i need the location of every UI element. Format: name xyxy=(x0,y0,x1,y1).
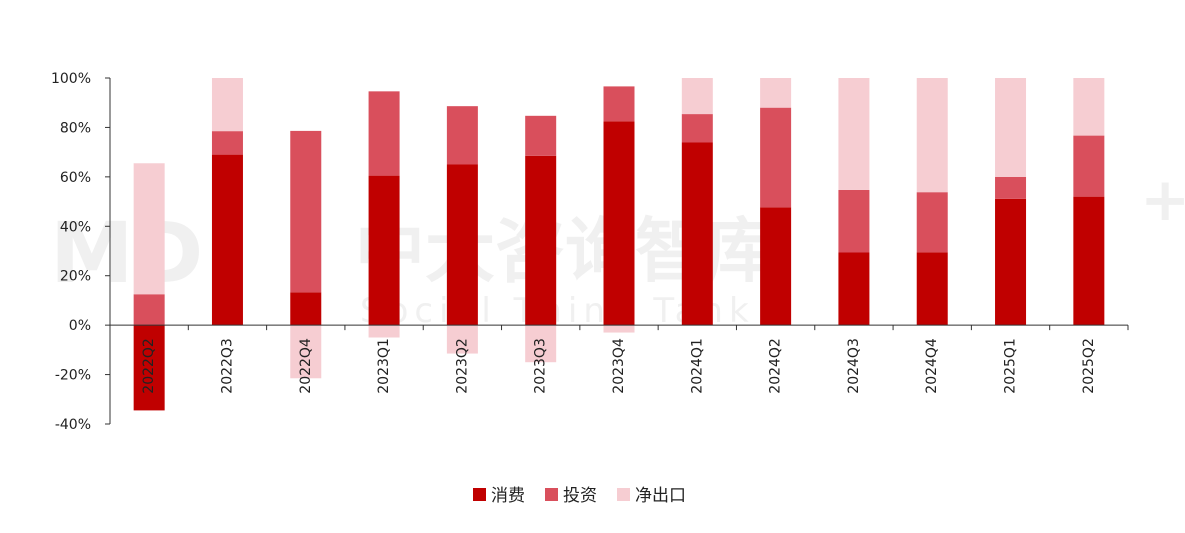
bar-segment xyxy=(838,189,870,253)
bar-segment xyxy=(290,130,322,293)
legend-label: 投资 xyxy=(563,486,597,506)
bar-segment xyxy=(681,114,713,143)
x-category-label: 2023Q2 xyxy=(454,338,470,394)
bar-segment xyxy=(1073,135,1105,197)
legend-swatch xyxy=(545,488,558,501)
y-tick-label: 40% xyxy=(60,219,91,235)
bar-segment xyxy=(916,78,948,193)
bar-segment xyxy=(211,154,243,326)
bar-segment xyxy=(760,207,792,326)
legend-swatch xyxy=(617,488,630,501)
bar-segment xyxy=(133,294,165,326)
bar-segment xyxy=(446,164,478,326)
bar-segment xyxy=(603,325,635,333)
bar-segment xyxy=(995,198,1027,326)
x-category-label: 2024Q3 xyxy=(846,338,862,394)
bar-segment xyxy=(838,78,870,190)
y-tick-label: 0% xyxy=(69,318,91,334)
x-category-label: 2022Q3 xyxy=(219,338,235,394)
x-category-label: 2023Q4 xyxy=(611,338,627,394)
bar-segment xyxy=(211,131,243,155)
y-tick-label: -40% xyxy=(55,417,91,433)
x-category-label: 2022Q2 xyxy=(141,338,157,394)
bar-segment xyxy=(603,86,635,122)
y-tick-label: 60% xyxy=(60,170,91,186)
x-category-label: 2023Q1 xyxy=(376,338,392,394)
legend-swatch xyxy=(473,488,486,501)
legend-label: 消费 xyxy=(491,486,525,506)
bar-segment xyxy=(995,78,1027,177)
x-category-label: 2022Q4 xyxy=(298,338,314,394)
bar-segment xyxy=(525,325,557,363)
y-tick-label: -20% xyxy=(55,368,91,384)
legend-label: 净出口 xyxy=(635,486,686,506)
axes-layer xyxy=(109,78,1129,424)
bar-segment xyxy=(1073,196,1105,326)
x-category-label: 2024Q2 xyxy=(768,338,784,394)
y-tick-label: 80% xyxy=(60,120,91,136)
bar-segment xyxy=(368,175,400,326)
bar-segment xyxy=(368,91,400,176)
x-category-label: 2024Q1 xyxy=(689,338,705,394)
x-category-label: 2025Q1 xyxy=(1003,338,1019,394)
bars-layer xyxy=(133,78,1105,411)
bar-segment xyxy=(133,163,165,295)
bar-segment xyxy=(681,142,713,326)
bar-segment xyxy=(603,121,635,326)
x-category-label: 2025Q2 xyxy=(1081,338,1097,394)
bar-segment xyxy=(760,107,792,208)
bar-segment xyxy=(211,78,243,132)
bar-segment xyxy=(446,325,478,354)
watermark-plus: + xyxy=(1140,165,1185,235)
bar-segment xyxy=(916,252,948,326)
bar-segment xyxy=(525,115,557,156)
watermark-logo-text: MD xyxy=(50,204,203,302)
x-category-labels: 2022Q2 2022Q3 2022Q4 2023Q1 2023Q2 2023Q3 2023… xyxy=(141,338,1097,394)
bar-segment xyxy=(368,325,400,338)
bar-segment xyxy=(916,192,948,253)
bar-segment xyxy=(838,252,870,326)
bar-segment xyxy=(133,325,165,411)
bar-segment xyxy=(681,78,713,115)
bar-segment xyxy=(290,325,322,379)
bar-segment xyxy=(525,155,557,326)
x-category-label: 2024Q4 xyxy=(924,338,940,394)
bar-segment xyxy=(446,106,478,165)
bar-segment xyxy=(290,292,322,326)
y-tick-label: 100% xyxy=(51,71,91,87)
legend: 消费 投资 净出口 xyxy=(473,486,686,506)
bar-segment xyxy=(1073,78,1105,136)
y-tick-label: 20% xyxy=(60,269,91,285)
bar-segment xyxy=(995,176,1027,199)
bar-segment xyxy=(760,78,792,108)
x-category-label: 2023Q3 xyxy=(533,338,549,394)
y-tick-labels: 100% 80% 60% 40% 20% 0% -20% -40% xyxy=(51,71,110,433)
